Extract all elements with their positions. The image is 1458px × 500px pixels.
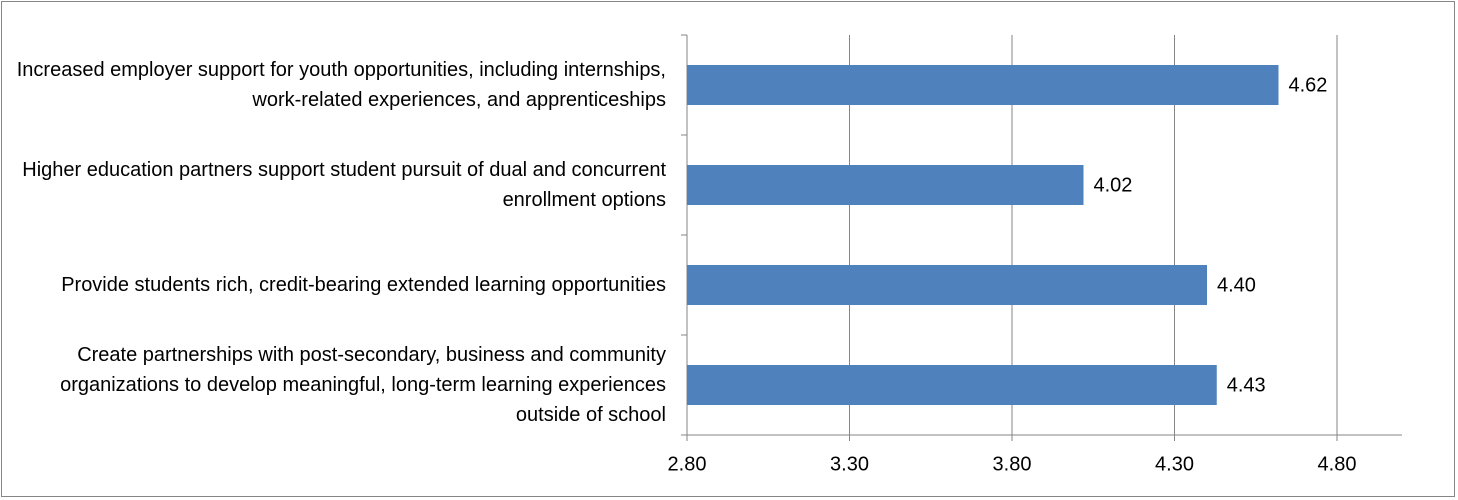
bar [687, 65, 1279, 105]
data-label: 4.02 [1094, 174, 1133, 196]
y-tick-label: Higher education partners support studen… [22, 159, 666, 211]
bar [687, 265, 1207, 305]
x-tick-label: 3.80 [993, 453, 1032, 475]
y-tick-label: Provide students rich, credit-bearing ex… [61, 274, 666, 296]
data-label: 4.40 [1217, 274, 1256, 296]
x-tick-label: 2.80 [668, 453, 707, 475]
y-tick-label: Increased employer support for youth opp… [16, 59, 666, 111]
x-tick-label: 4.30 [1155, 453, 1194, 475]
bar [687, 365, 1217, 405]
data-label: 4.62 [1289, 74, 1328, 96]
bar [687, 165, 1084, 205]
data-label: 4.43 [1227, 374, 1266, 396]
y-tick-label: Create partnerships with post-secondary,… [60, 344, 666, 426]
x-tick-label: 4.80 [1318, 453, 1357, 475]
x-tick-label: 3.30 [830, 453, 869, 475]
